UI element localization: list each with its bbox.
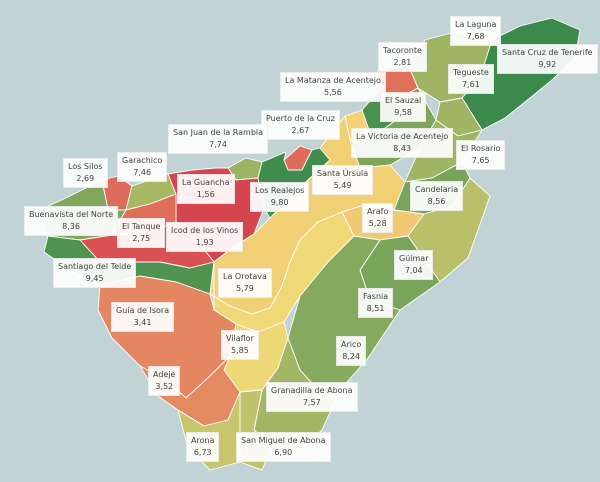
region-value: 7,04 [404, 266, 423, 275]
label-la-orotava: La Orotava 5,79 [218, 268, 272, 298]
label-el-rosario: El Rosario 7,65 [456, 140, 506, 170]
region-name: Adeje [153, 370, 176, 379]
label-la-laguna: La Laguna 7,68 [450, 16, 502, 46]
region-value: 5,49 [333, 181, 352, 190]
region-name: San Juan de la Rambla [173, 128, 264, 137]
region-name: Tacoronte [383, 46, 422, 55]
region-name: Santiago del Teide [58, 262, 132, 271]
region-value: 8,36 [62, 222, 80, 231]
label-arico: Arico 8,24 [336, 336, 367, 366]
region-name: La Orotava [223, 272, 267, 281]
label-arona: Arona 6,73 [186, 432, 220, 462]
label-tacoronte: Tacoronte 2,81 [378, 42, 427, 72]
region-value: 3,52 [155, 382, 174, 391]
label-los-silos: Los Silos 2,69 [63, 158, 108, 188]
label-candelaria: Candelaria 8,56 [410, 181, 464, 211]
label-granadilla-de-abona: Granadilla de Abona 7,57 [266, 382, 358, 412]
label-guimar: Güímar 7,04 [394, 250, 434, 280]
region-name: Arico [341, 340, 362, 349]
region-value: 7,68 [466, 32, 485, 41]
label-tegueste: Tegueste 7,61 [448, 64, 494, 94]
label-el-sauzal: El Sauzal 9,58 [380, 92, 427, 122]
region-name: Tegueste [453, 68, 489, 77]
region-value: 6,90 [274, 448, 293, 457]
region-value: 2,69 [76, 174, 95, 183]
region-name: La Victoria de Acentejo [356, 132, 449, 141]
region-name: Fasnia [363, 292, 389, 301]
region-value: 9,92 [538, 60, 557, 69]
label-santa-ursula: Santa Úrsula 5,49 [312, 165, 374, 195]
region-name: Los Silos [68, 162, 103, 171]
region-value: 2,81 [393, 58, 412, 67]
label-la-victoria-de-acentejo: La Victoria de Acentejo 8,43 [351, 128, 454, 158]
region-name: La Laguna [455, 20, 497, 29]
region-value: 5,85 [231, 346, 249, 355]
region-value: 8,24 [342, 352, 361, 361]
region-name: Icod de los Vinos [171, 226, 239, 235]
region-name: Santa Cruz de Tenerife [502, 48, 593, 57]
label-la-guancha: La Guancha 1,56 [177, 174, 235, 204]
region-name: Los Realejos [255, 186, 305, 195]
region-value: 2,67 [291, 126, 310, 135]
label-la-matanza-de-acentejo: La Matanza de Acentejo 5,56 [280, 72, 386, 102]
region-value: 8,56 [427, 197, 446, 206]
label-arafo: Arafo 5,28 [362, 203, 394, 233]
region-name: Candelaria [415, 185, 459, 194]
label-garachico: Garachico 7,46 [117, 152, 168, 182]
region-value: 1,56 [196, 190, 215, 199]
label-san-miguel-de-abona: San Miguel de Abona 6,90 [236, 432, 331, 462]
region-name: San Miguel de Abona [241, 436, 326, 445]
region-name: Santa Úrsula [317, 169, 369, 178]
region-value: 9,58 [394, 108, 412, 117]
region-value: 1,93 [195, 238, 214, 247]
region-value: 7,74 [209, 140, 227, 149]
region-name: Vilaflor [226, 334, 254, 343]
label-vilaflor: Vilaflor 5,85 [221, 330, 259, 360]
region-value: 2,75 [132, 234, 151, 243]
region-value: 3,41 [133, 318, 152, 327]
region-name: Guía de Isora [116, 306, 170, 315]
label-adeje: Adeje 3,52 [148, 366, 181, 396]
region-value: 7,46 [133, 168, 152, 177]
region-name: La Matanza de Acentejo [285, 76, 381, 85]
region-name: Buenavista del Norte [29, 210, 114, 219]
region-name: Güímar [399, 254, 429, 263]
region-value: 9,45 [85, 274, 104, 283]
region-value: 5,79 [236, 284, 254, 293]
region-value: 5,56 [324, 88, 342, 97]
region-value: 6,73 [193, 448, 212, 457]
label-guia-de-isora: Guía de Isora 3,41 [111, 302, 175, 332]
region-name: Puerto de la Cruz [266, 114, 335, 123]
label-icod-de-los-vinos: Icod de los Vinos 1,93 [166, 222, 244, 252]
region-name: Arona [191, 436, 215, 445]
region-value: 7,57 [302, 398, 321, 407]
region-name: Garachico [122, 156, 163, 165]
label-santiago-del-teide: Santiago del Teide 9,45 [53, 258, 137, 288]
label-santa-cruz-de-tenerife: Santa Cruz de Tenerife 9,92 [497, 44, 598, 74]
label-los-realejos: Los Realejos 9,80 [250, 182, 310, 212]
label-el-tanque: El Tanque 2,75 [117, 218, 166, 248]
region-value: 7,65 [471, 156, 490, 165]
region-value: 9,80 [270, 198, 289, 207]
region-name: El Rosario [461, 144, 501, 153]
region-name: El Tanque [122, 222, 161, 231]
label-san-juan-de-la-rambla: San Juan de la Rambla 7,74 [168, 124, 269, 154]
region-value: 5,28 [368, 219, 387, 228]
region-value: 8,51 [366, 304, 385, 313]
label-fasnia: Fasnia 8,51 [358, 288, 394, 318]
region-name: La Guancha [182, 178, 230, 187]
region-name: Granadilla de Abona [271, 386, 353, 395]
label-puerto-de-la-cruz: Puerto de la Cruz 2,67 [261, 110, 340, 140]
region-name: El Sauzal [385, 96, 422, 105]
region-name: Arafo [367, 207, 389, 216]
region-value: 7,61 [461, 80, 480, 89]
region-value: 8,43 [393, 144, 412, 153]
region-adeje[interactable] [139, 355, 241, 427]
label-buenavista-del-norte: Buenavista del Norte 8,36 [24, 206, 119, 236]
